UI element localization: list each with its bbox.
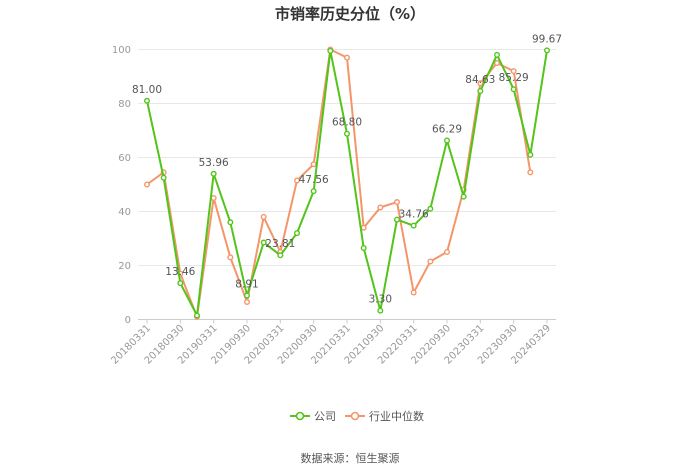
- y-axis: 0 20 40 60 80 100: [112, 45, 131, 326]
- series-point-0-18: [444, 137, 451, 144]
- data-label: 13.46: [165, 266, 195, 278]
- series-point-0-12: [344, 130, 351, 137]
- data-label: 23.81: [265, 238, 295, 250]
- source-note: 数据来源：恒生聚源: [301, 451, 400, 465]
- series-point-0-2: [177, 280, 184, 287]
- series-point-1-12: [344, 54, 351, 61]
- series-point-1-20: [477, 80, 484, 87]
- data-labels: 81.00 13.46 53.96 8.91 23.81 47.56 68.80 3.30 34…: [132, 33, 562, 305]
- series-point-1-15: [394, 199, 401, 206]
- series-point-1-6: [243, 298, 250, 305]
- data-label: 84.63: [465, 74, 495, 86]
- y-tick-label: 100: [112, 45, 131, 56]
- series-point-0-9: [294, 230, 301, 237]
- series-point-1-10: [310, 161, 317, 168]
- series-point-0-19: [460, 193, 467, 200]
- series-point-1-22: [510, 68, 517, 75]
- series-line-1: [146, 48, 532, 318]
- legend-label-0: 公司: [314, 410, 336, 423]
- y-tick-label: 20: [118, 261, 131, 272]
- series-point-0-16: [410, 222, 417, 229]
- y-tick-label: 0: [125, 315, 131, 326]
- data-label: 8.91: [235, 278, 258, 290]
- series-point-1-14: [377, 204, 384, 211]
- y-tick-label: 40: [118, 207, 131, 218]
- series-layer: [143, 46, 551, 320]
- series-point-0-17: [427, 205, 434, 212]
- series-point-1-18: [444, 248, 451, 255]
- x-axis: 2018033120180930201903312019093020200331…: [109, 319, 556, 367]
- series-point-0-11: [327, 47, 334, 54]
- series-point-0-8: [277, 252, 284, 259]
- series-point-0-22: [510, 86, 517, 93]
- data-label: 99.67: [532, 33, 562, 45]
- series-point-0-20: [477, 87, 484, 94]
- series-point-0-24: [544, 47, 551, 54]
- data-label: 85.29: [499, 72, 529, 84]
- data-label: 47.56: [299, 174, 329, 186]
- legend: 公司 行业中位数: [290, 409, 424, 423]
- series-point-1-17: [427, 258, 434, 265]
- series-point-1-7: [260, 213, 267, 220]
- series-point-1-0: [143, 181, 150, 188]
- data-label: 3.30: [369, 294, 392, 306]
- series-point-0-1: [160, 174, 167, 181]
- series-point-1-4: [210, 194, 217, 201]
- series-line-0: [146, 49, 548, 317]
- series-point-0-14: [377, 307, 384, 314]
- series-point-1-13: [360, 224, 367, 231]
- grid: [138, 49, 556, 266]
- series-point-1-16: [410, 289, 417, 296]
- data-label: 68.80: [332, 117, 362, 129]
- series-point-0-10: [310, 188, 317, 195]
- series-point-1-23: [527, 169, 534, 176]
- series-point-0-21: [494, 51, 501, 58]
- legend-marker-1: [350, 411, 360, 421]
- series-point-1-9: [294, 177, 301, 184]
- series-point-0-13: [360, 244, 367, 251]
- y-tick-label: 60: [118, 153, 131, 164]
- legend-marker-0: [295, 411, 305, 421]
- series-point-0-6: [243, 292, 250, 299]
- series-point-0-4: [210, 170, 217, 177]
- series-point-0-5: [227, 219, 234, 226]
- legend-label-1: 行业中位数: [369, 409, 424, 423]
- data-label: 34.76: [399, 209, 429, 221]
- data-label: 81.00: [132, 84, 162, 96]
- series-point-0-3: [193, 312, 200, 319]
- chart-title: 市销率历史分位（%）: [275, 5, 425, 23]
- series-point-0-23: [527, 151, 534, 158]
- y-tick-label: 80: [118, 99, 131, 110]
- series-point-1-21: [494, 60, 501, 67]
- data-label: 53.96: [199, 157, 229, 169]
- series-point-0-7: [260, 239, 267, 246]
- series-point-0-15: [394, 216, 401, 223]
- data-label: 66.29: [432, 124, 462, 136]
- series-point-0-0: [143, 97, 150, 104]
- series-point-1-5: [227, 254, 234, 261]
